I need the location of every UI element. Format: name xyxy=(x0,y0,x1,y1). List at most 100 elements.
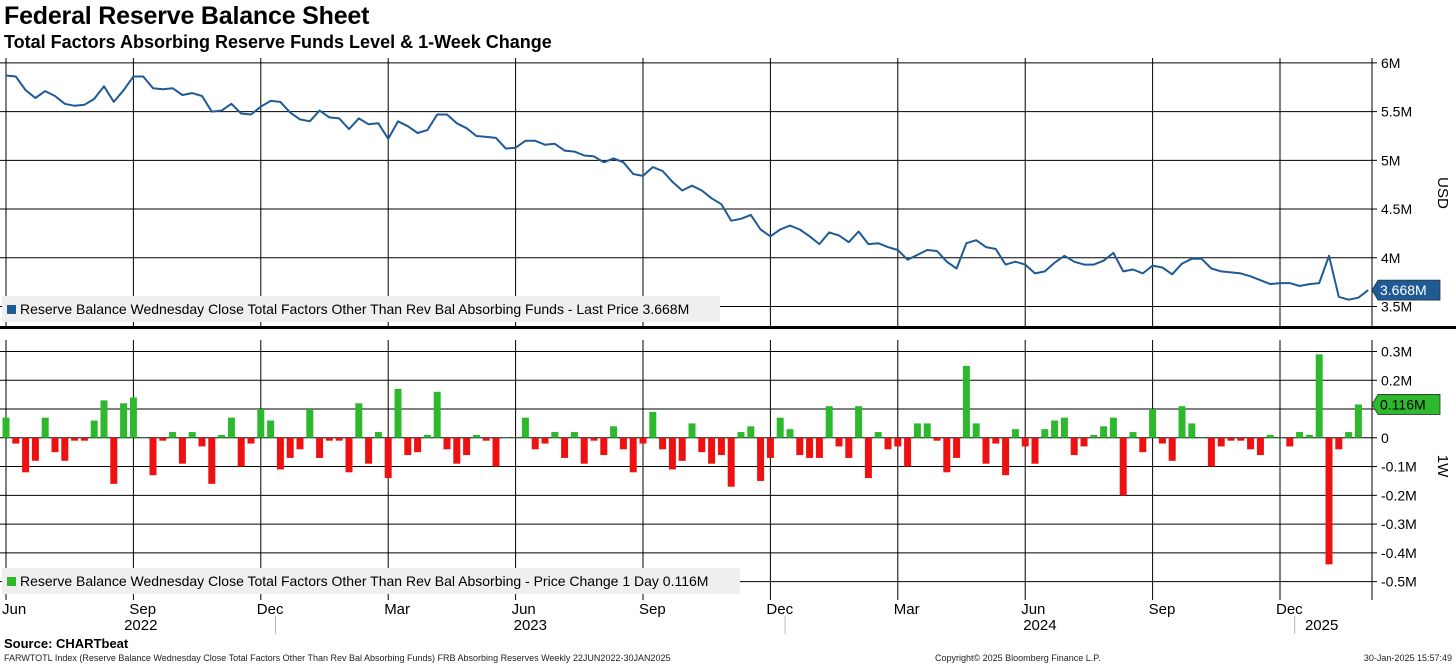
change-bar xyxy=(169,432,177,438)
change-bar xyxy=(325,437,333,441)
change-bar xyxy=(1149,409,1157,438)
bottom-ytick-label: -0.1M xyxy=(1381,459,1417,475)
change-bar xyxy=(649,411,657,438)
last-level-label: 3.668M xyxy=(1380,282,1427,298)
bottom-ytick-label: -0.5M xyxy=(1381,574,1417,590)
bottom-ytick-label: 0.3M xyxy=(1381,344,1412,360)
top-ytick-label: 5M xyxy=(1381,152,1400,168)
change-bar xyxy=(257,409,265,438)
change-bar xyxy=(727,437,735,487)
change-bar xyxy=(1217,437,1225,447)
top-ytick-label: 6M xyxy=(1381,55,1400,71)
change-bar xyxy=(1247,437,1255,450)
change-bar xyxy=(247,437,255,444)
change-bar xyxy=(698,437,706,453)
change-bar xyxy=(874,432,882,438)
change-bar xyxy=(1109,417,1117,438)
last-change-label: 0.116M xyxy=(1380,396,1426,412)
change-bar xyxy=(345,437,353,473)
change-bar xyxy=(1188,423,1196,438)
change-bar xyxy=(1256,437,1264,456)
change-bar xyxy=(198,437,206,447)
x-month-label: Sep xyxy=(129,601,156,618)
change-bar xyxy=(561,437,569,458)
change-bar xyxy=(923,423,931,438)
level-line xyxy=(5,74,1369,301)
change-bar xyxy=(22,437,30,473)
x-month-label: Jun xyxy=(2,601,26,618)
legend-change-box xyxy=(2,568,740,594)
change-bar xyxy=(159,437,167,441)
change-bar xyxy=(433,391,441,438)
change-bar xyxy=(463,437,471,456)
change-bar xyxy=(1325,437,1333,565)
top-axis-title: USD xyxy=(1434,177,1451,209)
change-bar xyxy=(276,437,284,470)
change-bar xyxy=(1266,434,1274,438)
change-bar xyxy=(884,437,892,450)
change-bar xyxy=(1286,437,1294,447)
change-bar xyxy=(962,365,970,438)
x-month-label: Mar xyxy=(384,601,410,618)
change-bar xyxy=(855,406,863,438)
bottom-ytick-label: 0 xyxy=(1381,430,1389,446)
change-bar xyxy=(492,437,500,467)
change-bar xyxy=(1080,437,1088,447)
change-bar xyxy=(845,437,853,458)
change-bar xyxy=(992,437,1000,444)
change-bar xyxy=(708,437,716,464)
change-bar xyxy=(521,417,529,438)
change-bar xyxy=(1090,434,1098,438)
top-ytick-label: 4.5M xyxy=(1381,201,1412,217)
change-bar xyxy=(1021,437,1029,447)
change-bar xyxy=(414,437,422,453)
change-bar xyxy=(629,437,637,473)
last-level-tag xyxy=(1371,279,1441,301)
change-bar xyxy=(1276,437,1284,439)
change-bar xyxy=(531,437,539,450)
change-bar xyxy=(1002,437,1010,476)
change-bar xyxy=(668,437,676,470)
change-bar xyxy=(610,426,618,438)
change-bar xyxy=(786,429,794,438)
change-bar xyxy=(737,432,745,438)
change-bar xyxy=(678,437,686,461)
change-bar xyxy=(502,437,510,439)
change-bar xyxy=(1041,429,1049,438)
change-bar xyxy=(639,437,647,444)
change-bar xyxy=(1345,432,1353,438)
change-bar xyxy=(825,406,833,438)
change-bar xyxy=(1335,437,1343,450)
source-label: Source: CHARTbeat xyxy=(4,636,129,651)
change-bar xyxy=(227,417,235,438)
change-bar xyxy=(178,437,186,464)
change-bar xyxy=(1227,437,1235,441)
change-bar xyxy=(766,437,774,458)
change-bar xyxy=(953,437,961,458)
x-year-label: 2022 xyxy=(124,617,157,634)
change-bar xyxy=(149,437,157,476)
change-bar xyxy=(1119,437,1127,496)
change-bar xyxy=(1354,404,1362,438)
legend-level-text: Reserve Balance Wednesday Close Total Fa… xyxy=(20,301,689,317)
change-bar xyxy=(600,437,608,456)
change-bar xyxy=(374,432,382,438)
chart-subtitle: Total Factors Absorbing Reserve Funds Le… xyxy=(4,32,552,52)
change-bar xyxy=(404,437,412,456)
change-bar xyxy=(659,437,667,450)
change-bar xyxy=(590,437,598,441)
change-bar xyxy=(982,437,990,464)
change-bar xyxy=(188,432,196,438)
x-year-label: 2024 xyxy=(1023,617,1056,634)
change-bar xyxy=(306,409,314,438)
change-bar xyxy=(61,437,69,461)
change-bar xyxy=(1139,437,1147,453)
change-bar xyxy=(120,403,128,438)
change-bar xyxy=(541,437,549,444)
change-bar xyxy=(943,437,951,473)
top-ytick-label: 5.5M xyxy=(1381,104,1412,120)
x-year-label: 2023 xyxy=(514,617,547,634)
bottom-axis-title: 1W xyxy=(1434,455,1451,478)
change-bar xyxy=(835,437,843,447)
